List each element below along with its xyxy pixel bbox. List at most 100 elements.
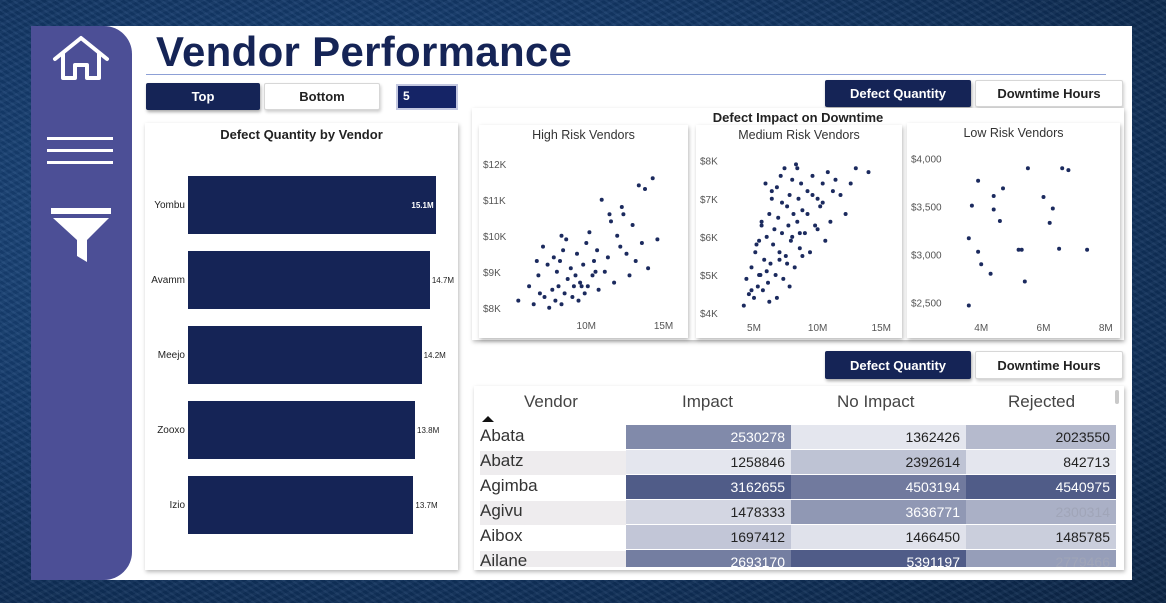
scatter-point[interactable]: [774, 185, 779, 190]
scatter-point[interactable]: [615, 233, 620, 238]
scatter-point[interactable]: [820, 200, 825, 205]
scatter-point[interactable]: [757, 273, 762, 277]
table-toggle-defect-quantity[interactable]: Defect Quantity: [825, 351, 971, 379]
bottom-button[interactable]: Bottom: [264, 83, 380, 110]
scatter-point[interactable]: [1041, 195, 1046, 199]
column-header-no-impact[interactable]: No Impact: [837, 392, 915, 411]
scatter-point[interactable]: [757, 238, 762, 243]
scatter-point[interactable]: [619, 205, 624, 209]
scatter-point[interactable]: [825, 170, 830, 175]
scatter-point[interactable]: [767, 212, 772, 216]
scatter-point[interactable]: [590, 273, 595, 278]
scatter-point[interactable]: [833, 177, 838, 182]
scatter-point[interactable]: [810, 193, 815, 197]
scatter-point[interactable]: [818, 204, 823, 209]
scatter-point[interactable]: [866, 170, 871, 175]
scatter-point[interactable]: [991, 207, 996, 212]
scatter-point[interactable]: [848, 181, 853, 186]
scatter-point[interactable]: [786, 223, 791, 228]
column-header-vendor[interactable]: Vendor: [524, 392, 578, 411]
scatter-point[interactable]: [763, 181, 768, 186]
scatter-point[interactable]: [764, 269, 769, 274]
scatter-point[interactable]: [575, 251, 579, 256]
scatter-point[interactable]: [627, 273, 632, 278]
scatter-point[interactable]: [780, 200, 784, 205]
scatter-point[interactable]: [780, 231, 784, 236]
scatter-point[interactable]: [639, 241, 644, 245]
scatter-point[interactable]: [788, 238, 793, 243]
scatter-point[interactable]: [1016, 247, 1021, 252]
scatter-point[interactable]: [820, 181, 825, 186]
scatter-point[interactable]: [550, 287, 555, 292]
scatter-point[interactable]: [1085, 247, 1090, 252]
bar-zooxo[interactable]: [188, 401, 416, 459]
scatter-point[interactable]: [541, 244, 545, 249]
scatter-point[interactable]: [792, 265, 797, 270]
scatter-point[interactable]: [766, 280, 770, 285]
scatter-point[interactable]: [578, 280, 583, 285]
scatter-point[interactable]: [776, 215, 781, 220]
cell-rejected[interactable]: 842713: [966, 450, 1116, 474]
scatter-toggle-downtime-hours[interactable]: Downtime Hours: [975, 80, 1123, 107]
scatter-point[interactable]: [805, 212, 810, 216]
scatter-point[interactable]: [759, 219, 764, 224]
scatter-point[interactable]: [547, 305, 552, 310]
scatter-point[interactable]: [790, 177, 795, 182]
scatter-point[interactable]: [764, 234, 769, 239]
scatter-point[interactable]: [553, 298, 558, 303]
scatter-point[interactable]: [562, 291, 567, 296]
cell-rejected[interactable]: 4540975: [966, 475, 1116, 499]
scatter-point[interactable]: [771, 242, 776, 247]
scatter-point[interactable]: [794, 162, 798, 167]
scatter-point[interactable]: [655, 237, 660, 242]
scatter-point[interactable]: [755, 284, 760, 289]
scatter-point[interactable]: [609, 219, 613, 224]
scatter-point[interactable]: [762, 257, 767, 262]
scatter-point[interactable]: [516, 298, 521, 303]
row-vendor-ailane[interactable]: Ailane: [480, 551, 626, 567]
scatter-point[interactable]: [787, 284, 792, 289]
scatter-point[interactable]: [643, 187, 647, 191]
scatter-point[interactable]: [646, 266, 651, 271]
cell-rejected[interactable]: 2300314: [966, 500, 1116, 524]
row-vendor-abata[interactable]: Abata: [480, 426, 525, 445]
scatter-point[interactable]: [559, 233, 564, 238]
scatter-point[interactable]: [969, 203, 974, 208]
scatter-point[interactable]: [568, 266, 573, 271]
scatter-point[interactable]: [777, 257, 782, 262]
scatter-point[interactable]: [997, 219, 1002, 223]
cell-impact[interactable]: 2530278: [626, 425, 791, 449]
scatter-point[interactable]: [752, 295, 756, 300]
cell-no-impact[interactable]: 5391197: [791, 550, 966, 567]
scatter-point[interactable]: [787, 193, 792, 197]
scatter-point[interactable]: [1001, 186, 1005, 191]
scatter-point[interactable]: [843, 212, 848, 216]
scatter-point[interactable]: [605, 255, 610, 260]
scatter-point[interactable]: [790, 234, 795, 239]
scatter-point[interactable]: [576, 298, 581, 303]
scatter-point[interactable]: [599, 197, 604, 202]
scatter-point[interactable]: [612, 280, 617, 285]
scatter-point[interactable]: [744, 276, 749, 281]
scatter-point[interactable]: [1025, 166, 1030, 171]
home-icon[interactable]: [45, 32, 117, 84]
scatter-point[interactable]: [1060, 166, 1065, 171]
scatter-point[interactable]: [545, 262, 550, 267]
scatter-point[interactable]: [554, 269, 559, 274]
scatter-point[interactable]: [781, 276, 786, 281]
scatter-point[interactable]: [630, 223, 635, 227]
menu-icon[interactable]: [45, 134, 117, 168]
scatter-point[interactable]: [823, 238, 828, 243]
scatter-point[interactable]: [1019, 247, 1024, 252]
table-scrollbar[interactable]: [1115, 390, 1119, 404]
scatter-point[interactable]: [602, 269, 607, 274]
scatter-point[interactable]: [991, 194, 996, 198]
scatter-point[interactable]: [830, 189, 835, 194]
row-vendor-agimba[interactable]: Agimba: [480, 476, 538, 495]
scatter-point[interactable]: [536, 273, 541, 278]
scatter-point[interactable]: [769, 189, 774, 194]
bar-yombu[interactable]: [188, 176, 437, 234]
scatter-point[interactable]: [777, 250, 782, 255]
scatter-point[interactable]: [570, 295, 575, 299]
scatter-point[interactable]: [783, 254, 788, 258]
